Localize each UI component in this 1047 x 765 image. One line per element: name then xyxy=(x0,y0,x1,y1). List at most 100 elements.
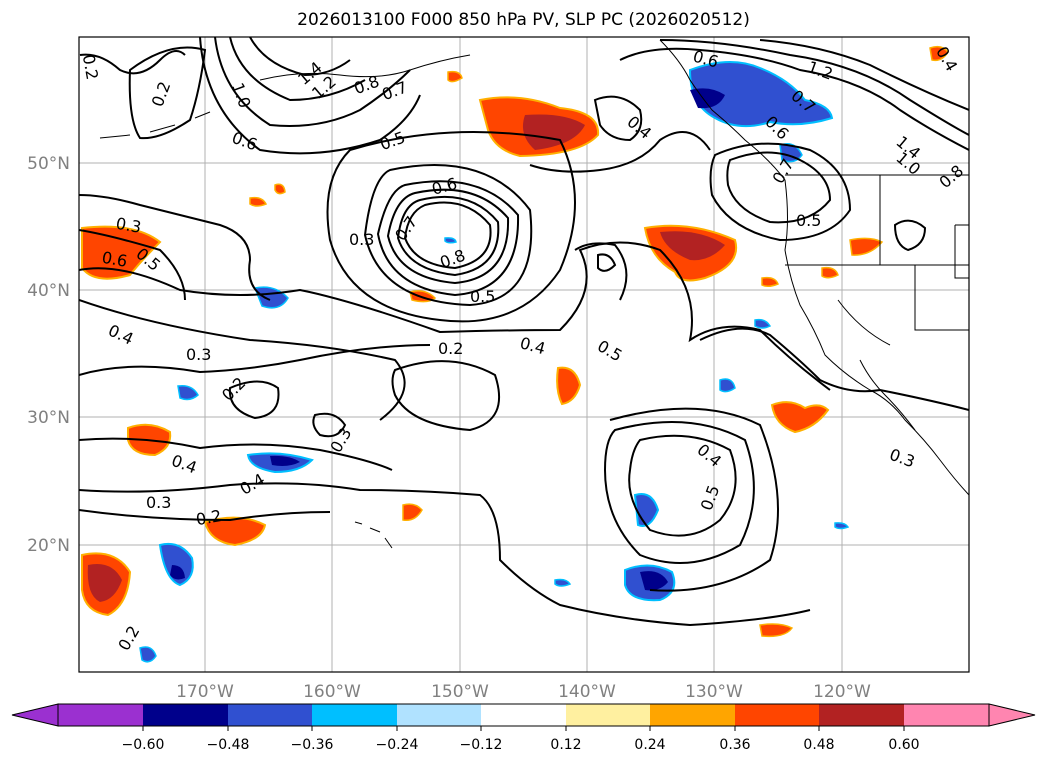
contour-line xyxy=(376,180,520,297)
colorbar-tick-label: 0.12 xyxy=(550,737,581,753)
colorbar-tick-label: −0.12 xyxy=(460,737,503,753)
colorbar-segment xyxy=(312,704,397,726)
pv-negative-blob xyxy=(177,384,199,401)
pv-negative-blob xyxy=(688,60,834,128)
map-frame xyxy=(78,36,970,673)
colorbar: −0.60 −0.48 −0.36 −0.24 −0.12 0.12 0.24 … xyxy=(11,703,1036,753)
positive-anomaly-blobs xyxy=(81,45,949,638)
longitude-labels: 170°W 160°W 150°W 140°W 130°W 120°W xyxy=(176,682,871,702)
pv-positive-blob xyxy=(770,401,830,434)
pv-negative-core xyxy=(170,565,185,580)
pv-negative-blob xyxy=(719,378,736,393)
contour-line xyxy=(214,37,411,127)
pv-negative-blob xyxy=(779,143,803,163)
contour-line xyxy=(228,380,280,420)
lon-label: 150°W xyxy=(431,682,489,702)
contour-label: 0.2 xyxy=(79,53,102,81)
contour-line xyxy=(574,242,628,301)
pv-negative-blob xyxy=(444,237,457,244)
colorbar-tick-label: 0.24 xyxy=(634,737,665,753)
contour-line xyxy=(386,188,510,285)
pv-positive-blob xyxy=(821,266,839,279)
contour-label: 0.3 xyxy=(146,493,171,512)
contour-line xyxy=(609,407,779,592)
pv-negative-core xyxy=(640,571,668,591)
lon-label: 130°W xyxy=(685,682,743,702)
pv-positive-blob xyxy=(402,503,423,522)
colorbar-segment xyxy=(143,704,228,726)
latitude-labels: 50°N 40°N 30°N 20°N xyxy=(27,154,70,556)
colorbar-segment xyxy=(650,704,735,726)
pv-positive-blob xyxy=(203,516,267,547)
contour-line xyxy=(759,39,969,111)
pv-positive-blob xyxy=(556,366,582,406)
colorbar-segment xyxy=(58,704,143,726)
colorbar-tick-label: 0.36 xyxy=(719,737,750,753)
colorbar-segment xyxy=(228,704,312,726)
lat-label: 40°N xyxy=(27,281,70,301)
coastline-baja xyxy=(859,359,916,431)
pv-positive-blob xyxy=(447,70,463,83)
contour-line xyxy=(597,253,617,272)
contour-line xyxy=(326,131,576,323)
contour-label: 0.2 xyxy=(438,339,463,358)
colorbar-tick-label: −0.48 xyxy=(207,737,250,753)
contour-line xyxy=(79,437,393,471)
colorbar-segment xyxy=(397,704,481,726)
alaska-coast xyxy=(259,54,471,81)
lon-label: 160°W xyxy=(303,682,361,702)
pv-positive-blob xyxy=(849,237,884,256)
contour-line xyxy=(79,50,186,75)
contour-line xyxy=(79,482,811,627)
map-title: 2026013100 F000 850 hPa PV, SLP PC (2026… xyxy=(297,10,750,30)
colorbar-segment xyxy=(904,704,989,726)
pv-negative-blob xyxy=(754,318,772,329)
lon-label: 170°W xyxy=(176,682,234,702)
contour-line xyxy=(128,46,207,140)
lat-label: 30°N xyxy=(27,408,70,428)
contour-line xyxy=(229,37,366,102)
contour-line xyxy=(79,299,406,421)
contour-line xyxy=(893,219,927,252)
coastline-north-america xyxy=(659,39,969,496)
colorbar-segment xyxy=(566,704,650,726)
colorbar-tick-label: 0.60 xyxy=(888,737,919,753)
hawaii-island-2 xyxy=(369,527,381,533)
contour-line xyxy=(79,344,431,376)
pv-positive-core xyxy=(87,564,122,602)
colorbar-extend-right xyxy=(988,703,1036,727)
pv-positive-blob xyxy=(81,225,162,280)
contour-line xyxy=(79,194,271,301)
contour-line xyxy=(249,37,351,77)
contour-line xyxy=(79,509,331,522)
contour-line xyxy=(79,241,831,391)
contour-line xyxy=(529,131,711,173)
hawaii-island-3 xyxy=(384,537,393,549)
contour-line xyxy=(659,39,969,136)
contour-line xyxy=(628,434,737,537)
pv-positive-blob xyxy=(759,623,794,638)
contour-line xyxy=(396,195,500,277)
aleutian-islands xyxy=(99,111,211,139)
colorbar-extend-left xyxy=(11,703,59,727)
border-states-4 xyxy=(954,224,969,279)
border-states-3 xyxy=(914,265,969,331)
contour-line xyxy=(312,412,347,438)
slp-contours xyxy=(79,37,969,627)
contour-label: 0.2 xyxy=(195,506,223,529)
contour-line xyxy=(363,164,533,307)
pv-positive-core xyxy=(522,114,585,150)
lon-label: 140°W xyxy=(558,682,616,702)
pv-negative-blob xyxy=(158,542,194,587)
contour-line xyxy=(603,421,755,564)
border-states-5 xyxy=(837,299,891,346)
contour-line xyxy=(709,142,852,242)
pv-negative-blob xyxy=(834,522,850,530)
pv-positive-blob xyxy=(249,196,268,207)
pv-negative-blob xyxy=(554,578,572,587)
contour-line xyxy=(699,327,969,411)
contour-label: 0.3 xyxy=(186,345,211,364)
pv-negative-blob xyxy=(139,646,157,663)
contour-label: 0.3 xyxy=(349,230,374,249)
